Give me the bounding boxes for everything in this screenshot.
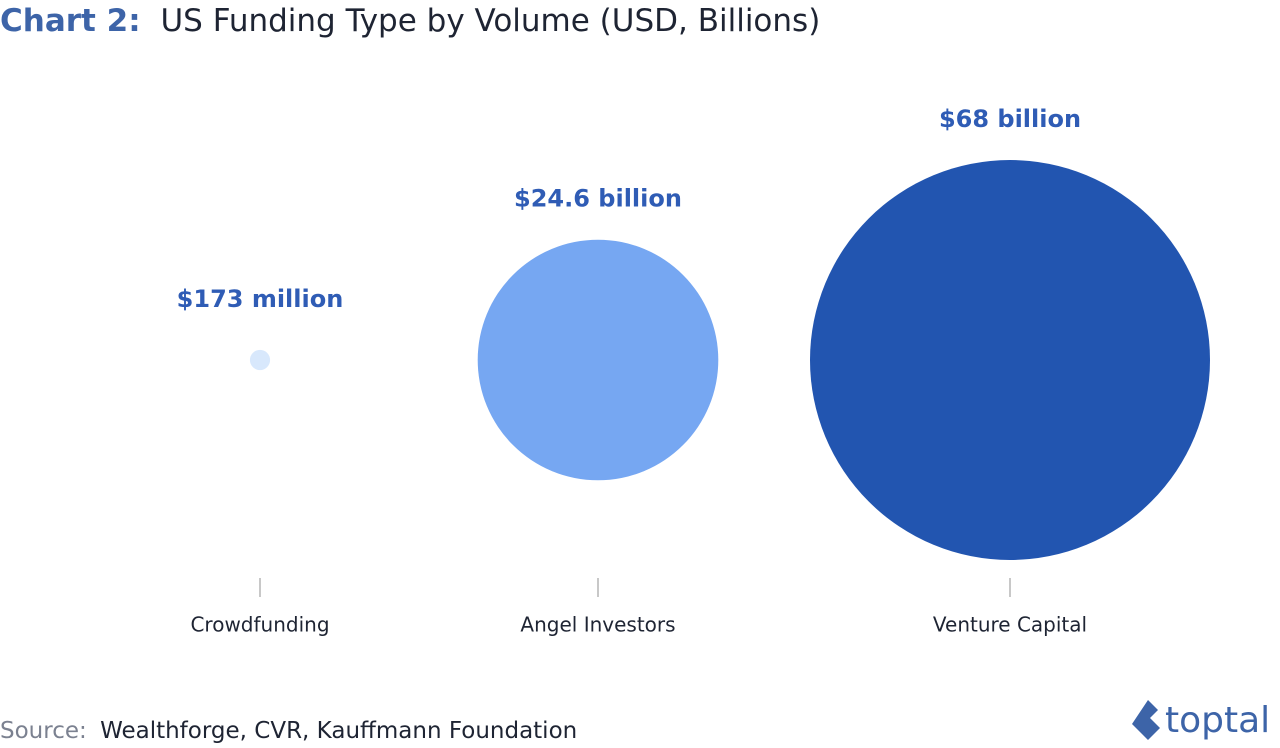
source-line: Source: Wealthforge, CVR, Kauffmann Foun… [0, 718, 577, 744]
chart-title: US Funding Type by Volume (USD, Billions… [160, 3, 820, 39]
value-label: $24.6 billion [514, 185, 682, 213]
logo-text: toptal [1165, 700, 1270, 741]
x-tick-label: Angel Investors [520, 613, 675, 637]
logo: toptal [1132, 700, 1270, 741]
source: Wealthforge, CVR, Kauffmann Foundation [100, 718, 577, 744]
bubble [477, 239, 719, 481]
chart-heading: Chart 2: US Funding Type by Volume (USD,… [0, 3, 820, 39]
source-label: Source: [0, 718, 87, 744]
value-label: $68 billion [939, 105, 1081, 133]
bubble [249, 349, 271, 371]
x-tick-label: Venture Capital [933, 613, 1087, 637]
x-tick-label: Crowdfunding [190, 613, 329, 637]
value-label: $173 million [177, 285, 344, 313]
logo-icon [1132, 700, 1160, 740]
bubble [810, 160, 1210, 560]
chart-label: Chart 2: [0, 3, 141, 39]
